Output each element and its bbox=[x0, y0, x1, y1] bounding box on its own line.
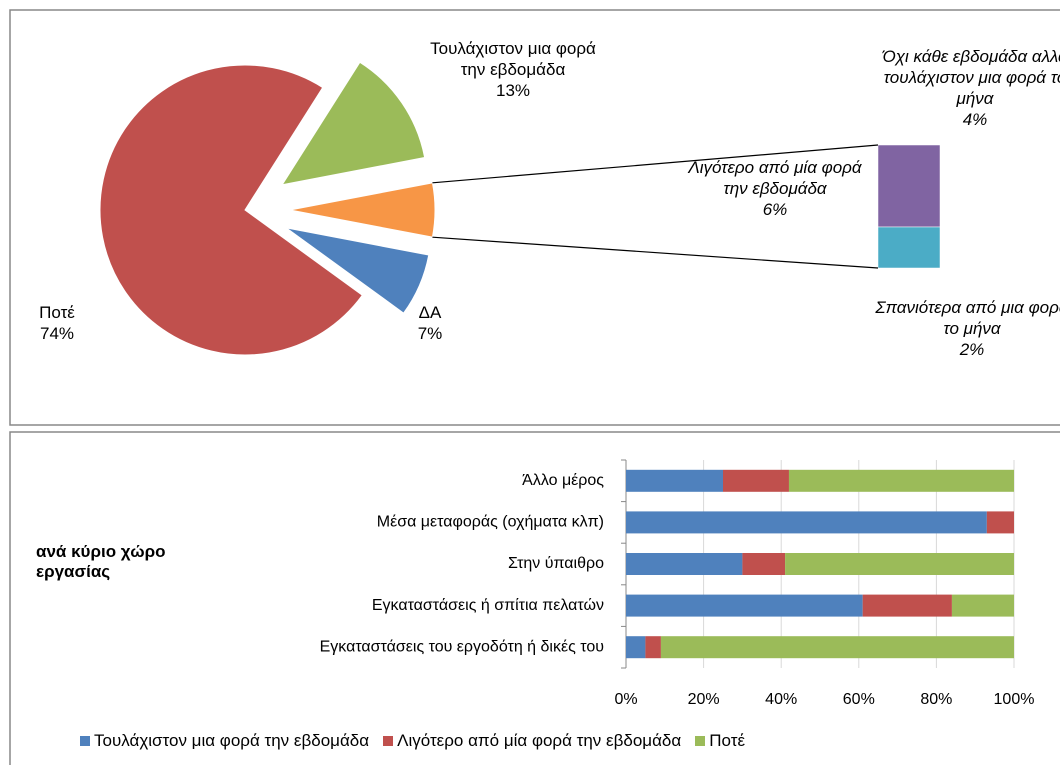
data-label: Τουλάχιστον μια φορά την εβδομάδα 13% bbox=[428, 38, 598, 101]
x-tick-label: 100% bbox=[994, 691, 1035, 708]
category-label: Τουλάχιστον μια φορά την εβδομάδα bbox=[430, 39, 596, 79]
y-tick-label: Στην ύπαιθρο bbox=[508, 555, 604, 572]
bar bbox=[626, 594, 863, 617]
data-label: Λιγότερο από μία φορά την εβδομάδα 6% bbox=[685, 157, 865, 220]
legend-swatch bbox=[80, 736, 90, 746]
data-label: ΔΑ 7% bbox=[400, 302, 460, 344]
bar bbox=[660, 636, 1014, 659]
bar bbox=[626, 636, 646, 659]
bar bbox=[626, 553, 743, 575]
legend-label: Ποτέ bbox=[709, 731, 746, 750]
pie-slice bbox=[281, 61, 426, 186]
split-bar-segment bbox=[877, 226, 941, 269]
y-tick-label: Άλλο μέρος bbox=[522, 472, 604, 489]
split-bar-segment bbox=[877, 144, 941, 228]
legend-label: Λιγότερο από μία φορά την εβδομάδα bbox=[397, 731, 682, 750]
chart-title: ανά κύριο χώρο εργασίας bbox=[36, 542, 166, 581]
bar bbox=[951, 594, 1014, 617]
x-tick-label: 60% bbox=[843, 691, 875, 708]
legend-swatch bbox=[383, 736, 394, 746]
panel-border bbox=[9, 431, 1060, 765]
data-label: Ποτέ 74% bbox=[17, 302, 97, 344]
data-label: Σπανιότερα από μια φορά το μήνα 2% bbox=[867, 297, 1060, 360]
x-tick-label: 80% bbox=[920, 691, 952, 708]
bar bbox=[986, 511, 1014, 534]
bar bbox=[645, 636, 661, 659]
legend-item: Λιγότερο από μία φορά την εβδομάδα bbox=[383, 731, 681, 751]
panel-border bbox=[9, 9, 1060, 426]
bar bbox=[862, 594, 952, 617]
legend-swatch bbox=[695, 736, 706, 746]
x-tick-label: 0% bbox=[614, 691, 637, 708]
bar bbox=[785, 553, 1014, 575]
connector-line bbox=[432, 144, 879, 184]
category-label: Ποτέ bbox=[39, 303, 75, 322]
category-label: Λιγότερο από μία φορά την εβδομάδα bbox=[688, 158, 862, 198]
y-tick-label: Εγκαταστάσεις του εργοδότη ή δικές του bbox=[320, 638, 604, 655]
legend: Τουλάχιστον μια φορά την εβδομάδα Λιγότερ… bbox=[80, 731, 745, 751]
pie-slice bbox=[286, 227, 430, 314]
connector-line bbox=[432, 236, 879, 269]
x-tick-label: 20% bbox=[688, 691, 720, 708]
category-label: ΔΑ bbox=[418, 303, 442, 322]
value-label: 4% bbox=[962, 110, 988, 129]
value-label: 74% bbox=[39, 324, 75, 343]
data-label: Όχι κάθε εβδομάδα αλλά τουλάχιστον μια φ… bbox=[875, 46, 1060, 130]
category-label: Όχι κάθε εβδομάδα αλλά τουλάχιστον μια φ… bbox=[882, 47, 1060, 108]
legend-item: Τουλάχιστον μια φορά την εβδομάδα bbox=[80, 731, 369, 751]
bar bbox=[788, 469, 1014, 492]
y-tick-label: Εγκαταστάσεις ή σπίτια πελατών bbox=[372, 597, 604, 614]
bar bbox=[742, 553, 786, 575]
legend-item: Ποτέ bbox=[695, 731, 745, 751]
bar bbox=[626, 469, 723, 492]
bar bbox=[723, 469, 789, 492]
category-label: Σπανιότερα από μια φορά το μήνα bbox=[875, 298, 1060, 338]
value-label: 2% bbox=[959, 340, 985, 359]
bar bbox=[626, 511, 987, 534]
value-label: 6% bbox=[762, 200, 788, 219]
pie-slice bbox=[99, 64, 364, 356]
x-tick-label: 40% bbox=[765, 691, 797, 708]
value-label: 13% bbox=[495, 81, 531, 100]
legend-label: Τουλάχιστον μια φορά την εβδομάδα bbox=[94, 731, 370, 750]
value-label: 7% bbox=[417, 324, 443, 343]
pie-slice bbox=[289, 182, 436, 238]
y-tick-label: Μέσα μεταφοράς (οχήματα κλπ) bbox=[377, 514, 604, 531]
